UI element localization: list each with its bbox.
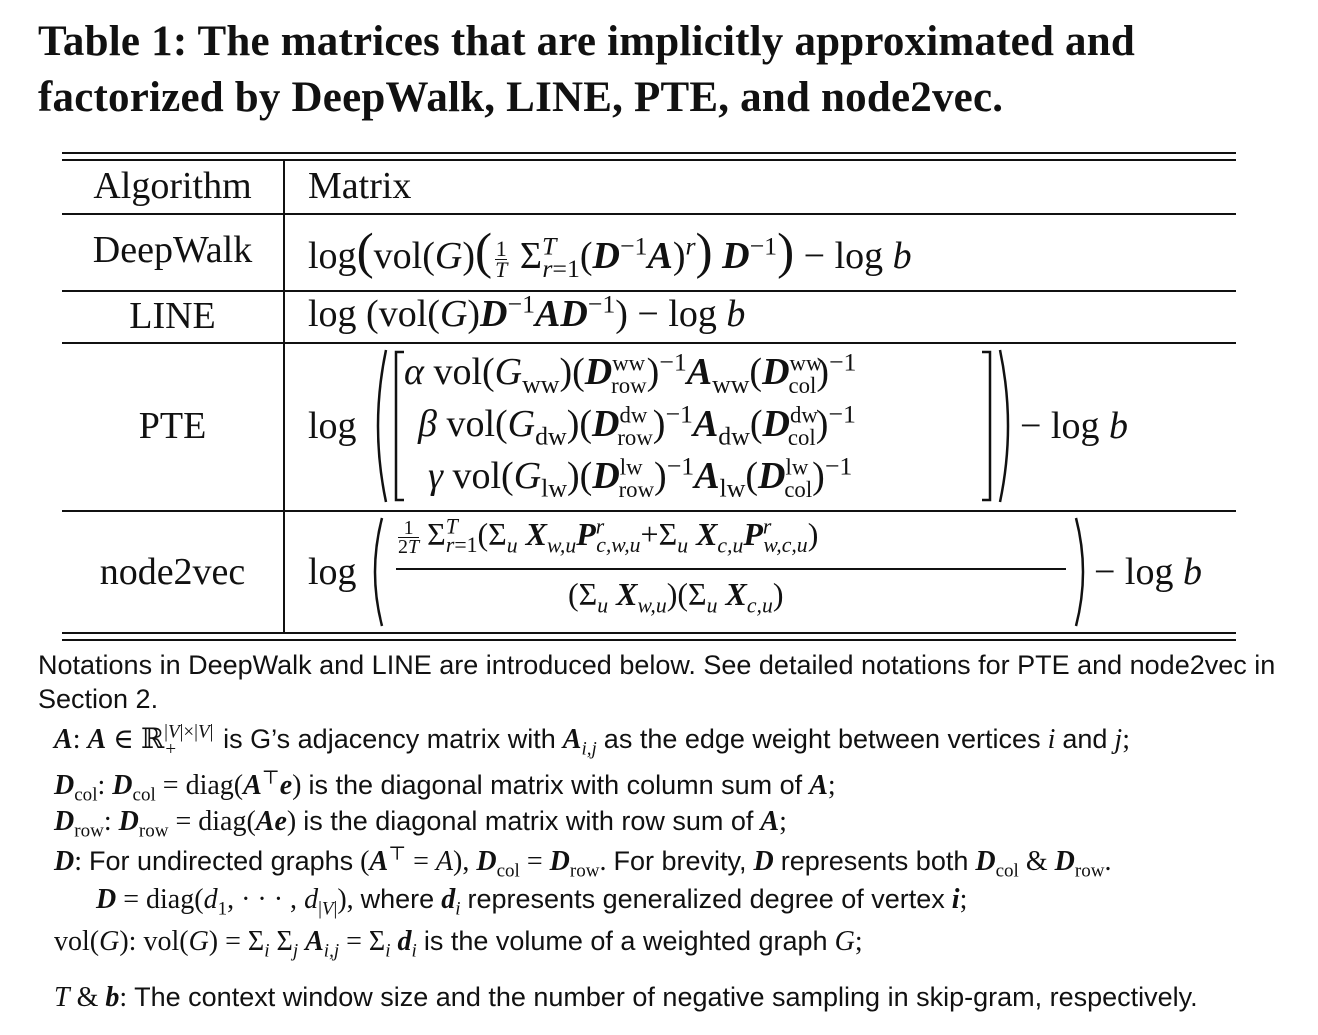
note-A: A: A ∈ ℝ|V|×|V|+ is G’s adjacency matrix… [54, 721, 1130, 760]
row-line-matrix: log (vol(G)D−1AD−1) − log b [308, 289, 746, 335]
header-matrix: Matrix [308, 165, 412, 207]
row-rule-deepwalk [62, 290, 1236, 292]
note-Dcol: Dcol: Dcol = diag(A⊤e) is the diagonal m… [54, 767, 836, 806]
note-D-text2: For brevity, [613, 846, 747, 876]
note-A-text: is G’s adjacency matrix with [223, 724, 556, 754]
notes-intro: Notations in DeepWalk and LINE are intro… [38, 650, 1276, 714]
note-Drow-text: is the diagonal matrix with row sum of [303, 806, 754, 836]
note-D-text: For undirected graphs [89, 846, 354, 876]
row-rule-pte [62, 510, 1236, 512]
note-vol-text: is the volume of a weighted graph [423, 926, 828, 956]
note-vol: vol(G): vol(G) = Σi Σj Ai,j = Σi di is t… [54, 926, 863, 962]
note-A-text2: as the edge weight between vertices [603, 724, 1041, 754]
note-Drow: Drow: Drow = diag(Ae) is the diagonal ma… [54, 806, 787, 842]
row-pte-algorithm: PTE [138, 405, 207, 447]
pte-brackets [376, 349, 1010, 503]
row-deepwalk-matrix: log(vol(G)(1 T ΣTr=1(D−1A)r) D−1) − log b [308, 223, 912, 283]
note-Dcol-text: is the diagonal matrix with column sum o… [308, 770, 803, 800]
row-line-algorithm: LINE [129, 295, 216, 337]
note-D-text3: represents both [780, 846, 969, 876]
row-node2vec-matrix: log 1 2T ΣTr=1(Σu Xw,uPrc,w,u+Σu Xc,uPrw,… [308, 514, 1228, 630]
row-pte-matrix: log α vol(Gww)(Dwwrow)−1Aww(Dwwcol)−1 β … [308, 346, 1208, 506]
header-algorithm: Algorithm [93, 165, 252, 207]
table-top-rule-2 [62, 159, 1236, 161]
note-D-line2-text2: represents generalized degree of vertex [467, 884, 945, 914]
note-D-line2-text: where [360, 884, 435, 914]
table-bottom-rule [62, 632, 1236, 634]
row-deepwalk-algorithm: DeepWalk [92, 229, 253, 271]
column-divider [283, 161, 285, 632]
note-Tb-text: The context window size and the number o… [134, 982, 1198, 1012]
header-rule [62, 213, 1236, 215]
table-top-rule [62, 152, 1236, 154]
row-rule-line [62, 342, 1236, 344]
note-D: D: For undirected graphs (A⊤ = A), Dcol … [54, 843, 1112, 882]
note-Tb: T & b: The context window size and the n… [54, 982, 1198, 1013]
row-node2vec-algorithm: node2vec [99, 551, 246, 593]
table-caption: Table 1: The matrices that are implicitl… [38, 18, 1135, 121]
table-bottom-rule-2 [62, 639, 1236, 641]
note-D-line2: D = diag(d1, · · · , d|V|), where di rep… [96, 884, 968, 920]
node2vec-parens [373, 517, 1085, 627]
